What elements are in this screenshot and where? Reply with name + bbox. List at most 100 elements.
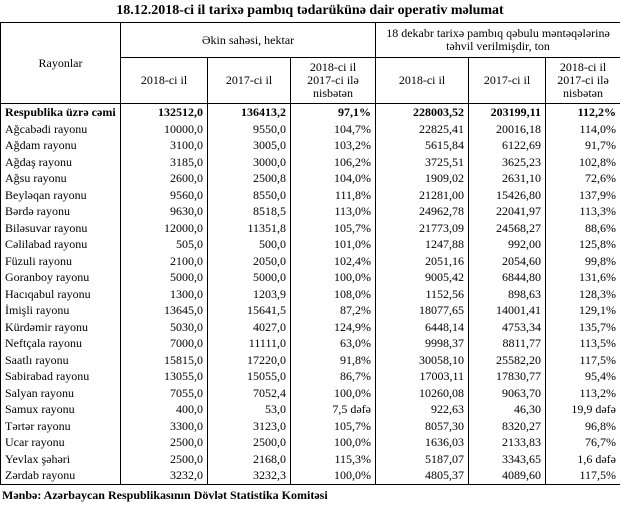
table-cell: 135,7% (545, 318, 620, 335)
table-cell: 3725,51 (375, 153, 470, 170)
table-cell: Zərdab rayonu (0, 467, 121, 485)
table-cell: 3343,65 (468, 450, 547, 467)
table-cell: 2100,0 (120, 252, 208, 269)
table-cell: 4805,37 (375, 467, 470, 485)
table-cell: Samux rayonu (0, 401, 121, 418)
table-header: Rayonlar Əkin sahəsi, hektar 18 dekabr t… (0, 22, 620, 104)
table-row: Bərdə rayonu 9630,0 8518,5 113,0% 24962,78 22… (0, 203, 620, 220)
table-cell: 5000,0 (120, 269, 208, 286)
table-cell: 1203,9 (207, 285, 291, 302)
table-cell: 3232,0 (120, 467, 208, 485)
table-cell: 3005,0 (207, 137, 291, 154)
table-row: Ucar rayonu 2500,0 2500,0 100,0% 1636,03 2133… (0, 434, 620, 451)
table-cell: 5615,84 (375, 137, 470, 154)
table-row: Biləsuvar rayonu 12000,0 11351,8 105,7% 2177… (0, 219, 620, 236)
table-cell: 2600,0 (120, 170, 208, 187)
table-cell: Salyan rayonu (0, 384, 121, 401)
table-cell: Bərdə rayonu (0, 203, 121, 220)
table-cell: 101,0% (289, 236, 377, 253)
table-cell: 505,0 (120, 236, 208, 253)
table-row: Neftçala rayonu 7000,0 11111,0 63,0% 9998,37… (0, 335, 620, 352)
table-row: İmişli rayonu 13645,0 15641,5 87,2% 18077,65… (0, 302, 620, 319)
table-cell: 111,8% (289, 186, 377, 203)
table-row: Ağsu rayonu 2600,0 2500,8 104,0% 1909,02 2631… (0, 170, 620, 187)
data-table: Rayonlar Əkin sahəsi, hektar 18 dekabr t… (0, 22, 620, 485)
header-cell: 2017-ci il (207, 57, 291, 104)
table-cell: Neftçala rayonu (0, 335, 121, 352)
table-cell: 2500,0 (207, 434, 291, 451)
table-cell: 106,2% (289, 153, 377, 170)
header-cell: 2018-ci il 2017-ci ilə nisbətən (545, 57, 620, 104)
table-cell: 22825,41 (375, 120, 470, 137)
table-cell: 12000,0 (120, 219, 208, 236)
table-row: Saatlı rayonu 15815,0 17220,0 91,8% 30058,10… (0, 351, 620, 368)
table-cell: 112,2% (545, 103, 620, 121)
table-cell: 102,4% (289, 252, 377, 269)
table-cell: 2500,0 (120, 434, 208, 451)
table-cell: Ağsu rayonu (0, 170, 121, 187)
table-row: Yevlax şəhəri 2500,0 2168,0 115,3% 5187,07 33… (0, 450, 620, 467)
table-cell: 5000,0 (207, 269, 291, 286)
table-row: Tərtər rayonu 3300,0 3123,0 105,7% 8057,30 83… (0, 417, 620, 434)
table-cell: 5187,07 (375, 450, 470, 467)
table-cell: 131,6% (545, 269, 620, 286)
table-cell: 1909,02 (375, 170, 470, 187)
table-cell: 3232,3 (207, 467, 291, 485)
table-cell: 125,8% (545, 236, 620, 253)
table-cell: 53,0 (207, 401, 291, 418)
table-cell: 137,9% (545, 186, 620, 203)
table-cell: 1152,56 (375, 285, 470, 302)
table-row: Hacıqabul rayonu 1300,0 1203,9 108,0% 1152,5… (0, 285, 620, 302)
table-cell: 129,1% (545, 302, 620, 319)
table-cell: 228003,52 (375, 103, 470, 121)
table-cell: 105,7% (289, 417, 377, 434)
table-cell: 922,63 (375, 401, 470, 418)
table-cell: 2168,0 (207, 450, 291, 467)
table-cell: Ağdaş rayonu (0, 153, 121, 170)
table-cell: 91,7% (545, 137, 620, 154)
table-cell: 46,30 (468, 401, 547, 418)
table-row: Beyləqan rayonu 9560,0 8550,0 111,8% 21281,0… (0, 186, 620, 203)
table-cell: Ağcabədi rayonu (0, 120, 121, 137)
table-cell: 15055,0 (207, 368, 291, 385)
table-cell: 18077,65 (375, 302, 470, 319)
table-cell: 1247,88 (375, 236, 470, 253)
table-cell: 2500,8 (207, 170, 291, 187)
table-cell: 96,8% (545, 417, 620, 434)
table-cell: 17003,11 (375, 368, 470, 385)
table-cell: 9063,70 (468, 384, 547, 401)
table-cell: 115,3% (289, 450, 377, 467)
table-cell: 4027,0 (207, 318, 291, 335)
table-row: Respublika üzrə cəmi 132512,0 136413,2 97,1… (0, 103, 620, 121)
table-cell: 136413,2 (207, 103, 291, 121)
header-cell: Əkin sahəsi, hektar (119, 22, 377, 58)
table-cell: Ucar rayonu (0, 434, 121, 451)
table-cell: 3625,23 (468, 153, 547, 170)
table-cell: Yevlax şəhəri (0, 450, 121, 467)
table-row: Füzuli rayonu 2100,0 2050,0 102,4% 2051,16 20… (0, 252, 620, 269)
table-cell: 11351,8 (207, 219, 291, 236)
table-cell: Kürdəmir rayonu (0, 318, 121, 335)
table-cell: 100,0% (289, 269, 377, 286)
table-cell: 132512,0 (120, 103, 208, 121)
table-cell: 15426,80 (468, 186, 547, 203)
header-cell: Rayonlar (0, 22, 121, 104)
table-cell: 2133,83 (468, 434, 547, 451)
table-cell: 22041,97 (468, 203, 547, 220)
header-cell: 18 dekabr tarixə pambıq qəbulu məntəqələ… (375, 22, 620, 58)
table-cell: 117,5% (545, 467, 620, 485)
table-row: Cəlilabad rayonu 505,0 500,0 101,0% 1247,88 9… (0, 236, 620, 253)
table-cell: Füzuli rayonu (0, 252, 121, 269)
table-cell: 10260,08 (375, 384, 470, 401)
table-cell: 2500,0 (120, 450, 208, 467)
table-cell: 13645,0 (120, 302, 208, 319)
table-cell: 7052,4 (207, 384, 291, 401)
table-cell: 7055,0 (120, 384, 208, 401)
table-cell: 91,8% (289, 351, 377, 368)
table-cell: 8320,27 (468, 417, 547, 434)
table-cell: Cəlilabad rayonu (0, 236, 121, 253)
table-cell: 103,2% (289, 137, 377, 154)
table-cell: 6448,14 (375, 318, 470, 335)
table-cell: 15641,5 (207, 302, 291, 319)
title: 18.12.2018-ci il tarixə pambıq tədarükün… (116, 3, 504, 18)
